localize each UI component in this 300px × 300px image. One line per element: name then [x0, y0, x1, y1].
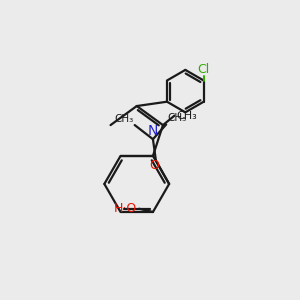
Text: CH₃: CH₃	[168, 113, 187, 123]
Text: CH₃: CH₃	[114, 114, 133, 124]
Text: Cl: Cl	[198, 62, 210, 76]
Text: N: N	[148, 124, 158, 138]
Text: H·O: H·O	[114, 202, 137, 215]
Text: O: O	[149, 159, 159, 172]
Text: CH₃: CH₃	[177, 111, 197, 121]
